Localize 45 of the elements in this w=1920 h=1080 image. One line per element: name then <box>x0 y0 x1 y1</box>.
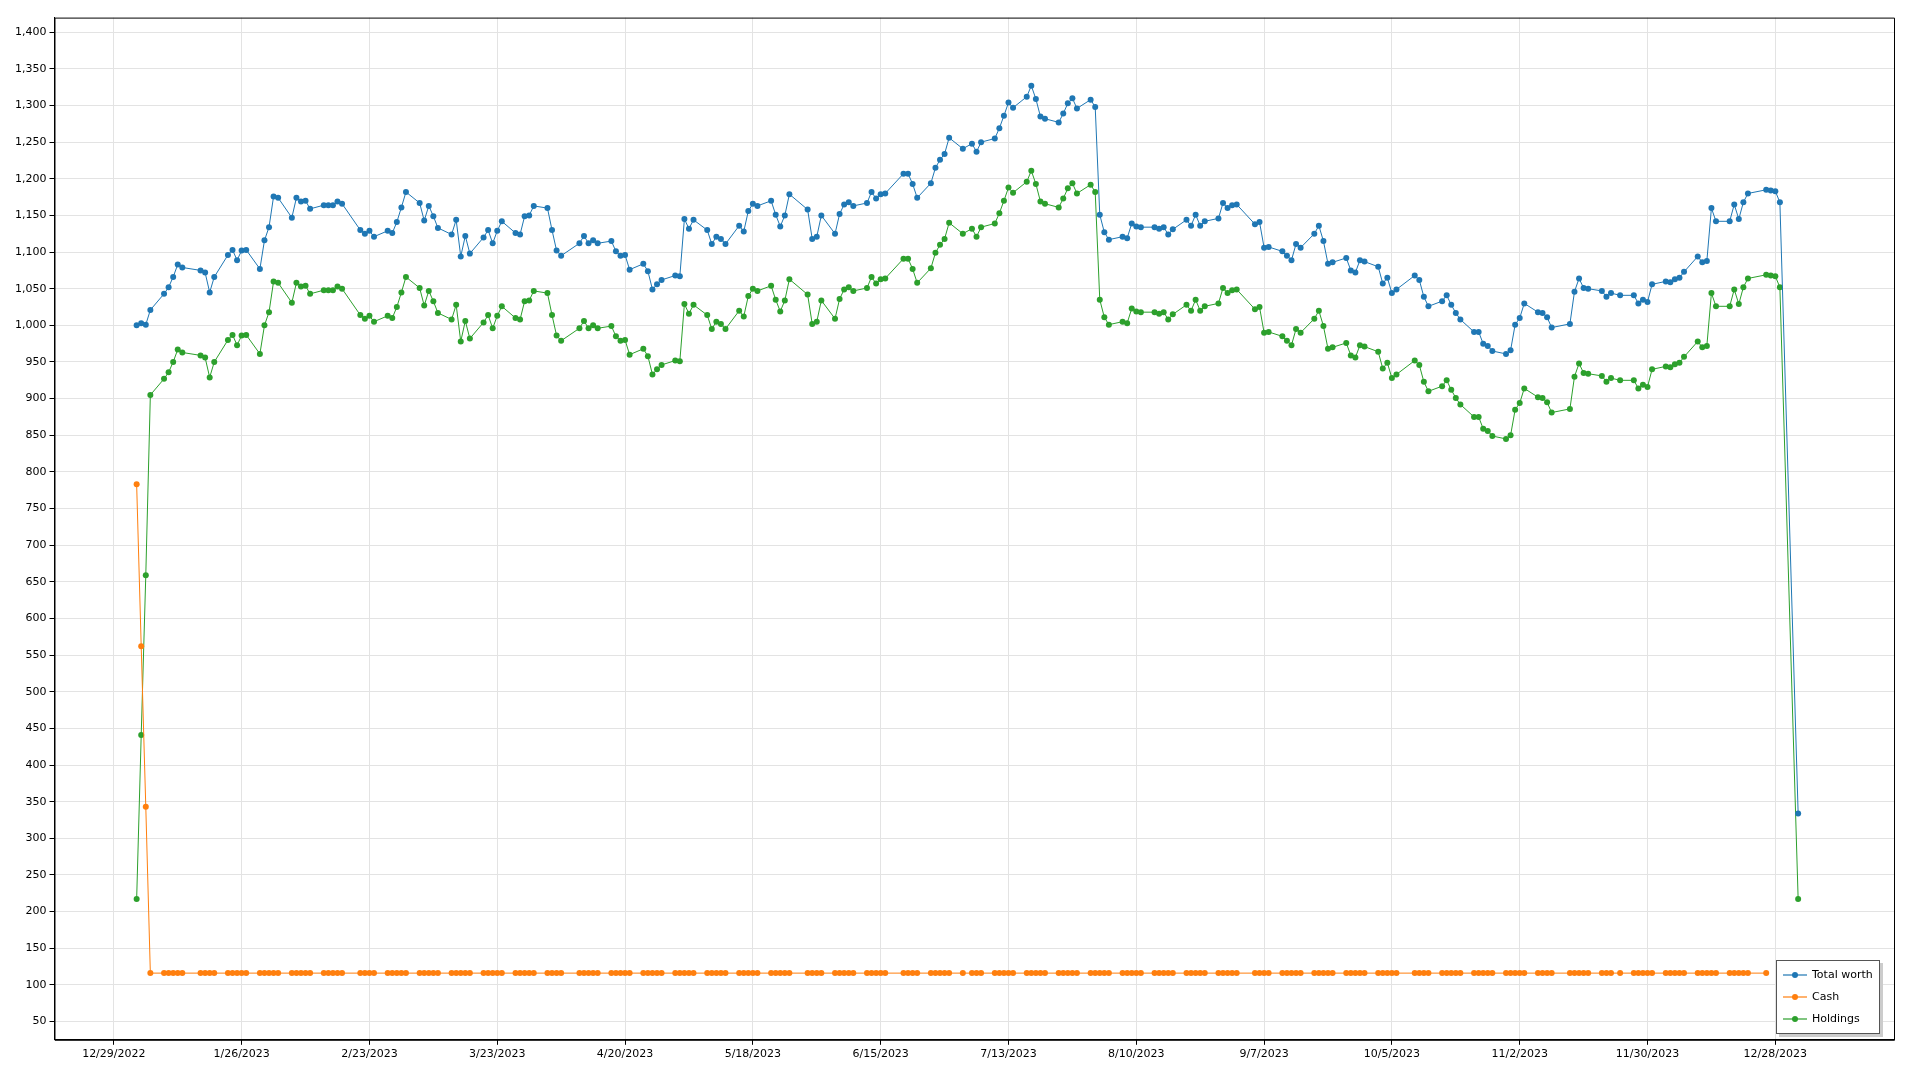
y-tick-label: 950 <box>25 354 47 368</box>
x-tick-label: 7/13/2023 <box>980 1047 1037 1061</box>
legend-label: Cash <box>1812 990 1840 1004</box>
y-tick-label: 900 <box>25 391 47 405</box>
x-tick-label: 8/10/2023 <box>1108 1047 1165 1061</box>
y-tick-label: 250 <box>25 867 47 881</box>
y-tick-label: 550 <box>25 647 47 661</box>
y-tick-label: 400 <box>25 757 47 771</box>
y-tick-label: 1,350 <box>14 61 47 75</box>
y-tick-label: 200 <box>25 904 47 918</box>
y-tick-label: 700 <box>25 538 47 552</box>
x-tick-label: 3/23/2023 <box>469 1047 526 1061</box>
x-tick-label: 6/15/2023 <box>852 1047 909 1061</box>
x-tick-label: 5/18/2023 <box>724 1047 782 1061</box>
y-tick-label: 800 <box>25 464 47 478</box>
x-tick-label: 1/26/2023 <box>213 1047 270 1061</box>
x-tick-label: 10/5/2023 <box>1363 1047 1421 1061</box>
y-tick-label: 150 <box>25 941 47 955</box>
x-tick-label: 12/28/2023 <box>1743 1047 1808 1061</box>
y-tick-label: 650 <box>25 574 47 588</box>
y-tick-label: 600 <box>25 611 47 625</box>
y-tick-label: 1,000 <box>14 318 47 332</box>
y-tick-label: 850 <box>25 428 47 442</box>
y-tick-label: 1,250 <box>14 135 47 149</box>
x-tick-label: 9/7/2023 <box>1239 1047 1289 1061</box>
x-tick-label: 11/30/2023 <box>1615 1047 1680 1061</box>
y-tick-label: 1,200 <box>14 171 47 185</box>
y-tick-label: 450 <box>25 721 47 735</box>
x-tick-label: 12/29/2022 <box>82 1047 146 1061</box>
legend-label: Holdings <box>1812 1012 1860 1026</box>
y-tick-label: 1,050 <box>14 281 47 295</box>
y-tick-label: 1,100 <box>14 244 47 258</box>
y-tick-label: 1,400 <box>14 25 47 39</box>
y-tick-label: 100 <box>25 977 47 991</box>
x-tick-label: 11/2/2023 <box>1491 1047 1548 1061</box>
y-tick-label: 1,150 <box>14 208 47 222</box>
x-tick-label: 2/23/2023 <box>341 1047 398 1061</box>
y-tick-label: 750 <box>25 501 47 515</box>
y-tick-label: 300 <box>25 831 47 845</box>
legend-label: Total worth <box>1812 968 1873 982</box>
x-tick-label: 4/20/2023 <box>596 1047 654 1061</box>
y-tick-label: 350 <box>25 794 47 808</box>
y-tick-label: 1,300 <box>14 98 47 112</box>
y-tick-label: 50 <box>32 1014 47 1028</box>
y-tick-label: 500 <box>25 684 47 698</box>
